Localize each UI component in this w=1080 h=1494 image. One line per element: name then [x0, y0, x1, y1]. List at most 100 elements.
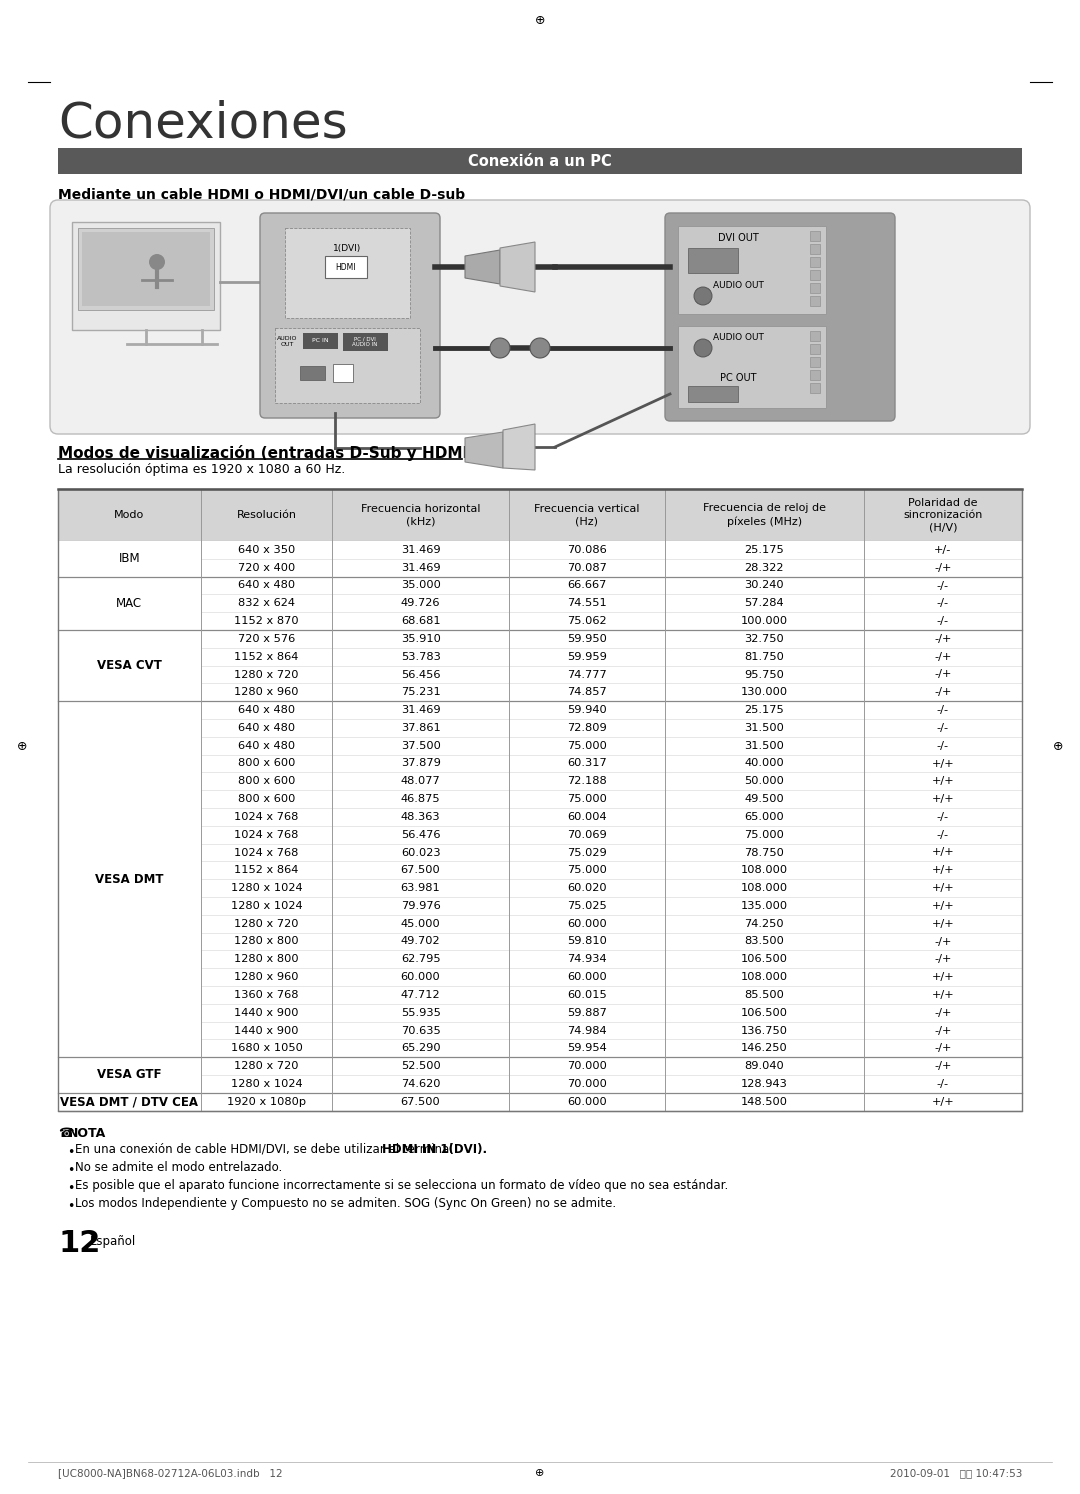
Text: 37.879: 37.879 — [401, 759, 441, 768]
Text: 108.000: 108.000 — [741, 865, 787, 875]
Text: 1152 x 864: 1152 x 864 — [234, 865, 299, 875]
Text: 1280 x 960: 1280 x 960 — [234, 973, 299, 982]
Text: -/-: -/- — [936, 1079, 949, 1089]
Text: VESA GTF: VESA GTF — [97, 1068, 162, 1082]
Text: 1024 x 768: 1024 x 768 — [234, 829, 299, 840]
Text: 59.950: 59.950 — [567, 633, 607, 644]
Polygon shape — [503, 424, 535, 471]
Bar — [300, 366, 325, 379]
Text: •: • — [67, 1200, 75, 1213]
Text: 135.000: 135.000 — [741, 901, 787, 911]
Text: 108.000: 108.000 — [741, 973, 787, 982]
Text: 60.023: 60.023 — [401, 847, 441, 858]
Text: -/-: -/- — [936, 581, 949, 590]
Text: +/+: +/+ — [931, 919, 954, 929]
Text: +/+: +/+ — [931, 991, 954, 999]
Text: 48.363: 48.363 — [401, 811, 441, 822]
Bar — [58, 577, 1022, 630]
Text: -/+: -/+ — [934, 669, 951, 680]
Text: 48.077: 48.077 — [401, 777, 441, 786]
Text: -/-: -/- — [936, 598, 949, 608]
Text: 63.981: 63.981 — [401, 883, 441, 893]
Text: 128.943: 128.943 — [741, 1079, 787, 1089]
Text: 65.000: 65.000 — [744, 811, 784, 822]
Text: AUDIO OUT: AUDIO OUT — [713, 333, 764, 342]
Text: AUDIO
OUT: AUDIO OUT — [276, 336, 297, 347]
FancyBboxPatch shape — [665, 214, 895, 421]
Text: 83.500: 83.500 — [744, 937, 784, 947]
Text: -/-: -/- — [936, 741, 949, 750]
Bar — [58, 1058, 1022, 1092]
Text: 85.500: 85.500 — [744, 991, 784, 999]
Circle shape — [149, 254, 165, 270]
Text: ⊕: ⊕ — [536, 1469, 544, 1478]
Text: 1360 x 768: 1360 x 768 — [234, 991, 299, 999]
Text: +/+: +/+ — [931, 795, 954, 804]
Circle shape — [694, 287, 712, 305]
Text: 75.029: 75.029 — [567, 847, 607, 858]
Text: 74.620: 74.620 — [401, 1079, 441, 1089]
Text: •: • — [67, 1164, 75, 1177]
Text: 67.500: 67.500 — [401, 865, 441, 875]
Bar — [285, 229, 410, 318]
Text: 70.000: 70.000 — [567, 1079, 607, 1089]
Text: -/-: -/- — [936, 829, 949, 840]
Text: 59.959: 59.959 — [567, 651, 607, 662]
Text: -/+: -/+ — [934, 687, 951, 698]
Text: 81.750: 81.750 — [744, 651, 784, 662]
Text: +/-: +/- — [934, 545, 951, 554]
Bar — [810, 344, 820, 354]
Text: +/+: +/+ — [931, 847, 954, 858]
Text: 47.712: 47.712 — [401, 991, 441, 999]
Text: Mediante un cable HDMI o HDMI/DVI/un cable D-sub: Mediante un cable HDMI o HDMI/DVI/un cab… — [58, 188, 465, 202]
Text: En una conexión de cable HDMI/DVI, se debe utilizar el terminal: En una conexión de cable HDMI/DVI, se de… — [75, 1143, 457, 1155]
Text: 70.000: 70.000 — [567, 1061, 607, 1071]
Bar — [333, 365, 353, 382]
Text: 60.000: 60.000 — [401, 973, 441, 982]
Text: 74.984: 74.984 — [567, 1025, 607, 1035]
Bar — [78, 229, 214, 309]
Text: -/-: -/- — [936, 723, 949, 734]
Text: ⊕: ⊕ — [535, 13, 545, 27]
Text: DVI OUT: DVI OUT — [717, 233, 758, 244]
Text: 35.910: 35.910 — [401, 633, 441, 644]
Text: 59.940: 59.940 — [567, 705, 607, 716]
Text: 37.500: 37.500 — [401, 741, 441, 750]
Text: 70.635: 70.635 — [401, 1025, 441, 1035]
Text: 37.861: 37.861 — [401, 723, 441, 734]
Text: 832 x 624: 832 x 624 — [239, 598, 295, 608]
Text: 46.875: 46.875 — [401, 795, 441, 804]
Text: Modos de visualización (entradas D-Sub y HDMI/DVI): Modos de visualización (entradas D-Sub y… — [58, 445, 511, 462]
Text: Resolución: Resolución — [237, 509, 297, 520]
Text: 640 x 480: 640 x 480 — [238, 723, 295, 734]
Text: 68.681: 68.681 — [401, 616, 441, 626]
Text: 1280 x 800: 1280 x 800 — [234, 955, 299, 964]
Text: +/+: +/+ — [931, 865, 954, 875]
Text: Conexión a un PC: Conexión a un PC — [468, 154, 612, 169]
Text: 1024 x 768: 1024 x 768 — [234, 847, 299, 858]
Text: AUDIO OUT: AUDIO OUT — [713, 281, 764, 290]
Text: 640 x 480: 640 x 480 — [238, 741, 295, 750]
Text: 75.000: 75.000 — [567, 795, 607, 804]
Text: 60.317: 60.317 — [567, 759, 607, 768]
Text: 57.284: 57.284 — [744, 598, 784, 608]
Text: 60.000: 60.000 — [567, 919, 607, 929]
Polygon shape — [465, 432, 503, 468]
Text: 50.000: 50.000 — [744, 777, 784, 786]
Bar — [688, 248, 738, 273]
Text: Frecuencia vertical
(Hz): Frecuencia vertical (Hz) — [535, 503, 639, 526]
Text: MAC: MAC — [117, 596, 143, 610]
Text: 60.004: 60.004 — [567, 811, 607, 822]
Text: 53.783: 53.783 — [401, 651, 441, 662]
Text: 60.020: 60.020 — [567, 883, 607, 893]
Text: +/+: +/+ — [931, 883, 954, 893]
Text: 56.476: 56.476 — [401, 829, 441, 840]
Text: ⊕: ⊕ — [1053, 741, 1063, 753]
Text: 89.040: 89.040 — [744, 1061, 784, 1071]
Text: 106.500: 106.500 — [741, 1007, 787, 1017]
Text: 1440 x 900: 1440 x 900 — [234, 1025, 299, 1035]
Text: PC / DVI
AUDIO IN: PC / DVI AUDIO IN — [352, 336, 378, 348]
Text: Frecuencia de reloj de
píxeles (MHz): Frecuencia de reloj de píxeles (MHz) — [703, 503, 826, 526]
Text: 32.750: 32.750 — [744, 633, 784, 644]
Text: 60.015: 60.015 — [567, 991, 607, 999]
